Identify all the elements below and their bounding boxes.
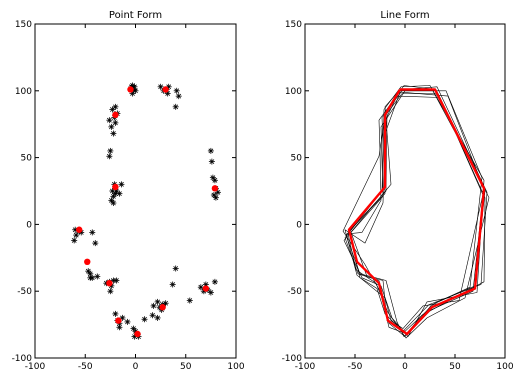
mean-point (127, 86, 134, 93)
y-tick-label: 50 (21, 154, 33, 164)
sample-point (197, 284, 204, 291)
x-tick-label: 50 (449, 362, 461, 372)
sample-point (71, 237, 78, 244)
sample-point (173, 87, 180, 94)
mean-point (162, 86, 169, 93)
chart-title: Point Form (109, 10, 162, 21)
sample-point (92, 240, 99, 247)
mean-point (159, 304, 166, 311)
line-form-panel: Line Form -100 -50 0 50 100 -100 -50 0 50 100 150 (282, 10, 514, 372)
sample-point (207, 147, 214, 154)
mean-shape-line (347, 88, 486, 336)
sample-point (172, 265, 179, 272)
x-tick-label: 0 (133, 362, 139, 372)
y-tick-label: 0 (296, 220, 302, 230)
sample-point (211, 177, 218, 184)
x-tick-label: -50 (78, 362, 93, 372)
mean-point (112, 111, 119, 119)
mean-point (76, 226, 83, 233)
y-tick-label: -100 (282, 354, 303, 364)
chart-title: Line Form (380, 10, 429, 21)
y-tick-label: 0 (26, 220, 32, 230)
x-tick-label: -100 (25, 362, 46, 372)
sample-point (112, 119, 119, 126)
mean-point (134, 330, 141, 338)
sample-point (108, 197, 115, 204)
y-tick-label: 50 (291, 154, 303, 164)
x-tick-label: 0 (402, 362, 408, 372)
sample-point (207, 289, 214, 296)
mean-point (211, 185, 219, 192)
sample-shape-line (345, 93, 486, 337)
mean-point (106, 279, 113, 287)
x-tick-label: 100 (227, 362, 244, 372)
sample-point (169, 281, 176, 288)
sample-point (150, 302, 157, 309)
plot-frame (304, 23, 506, 359)
sample-point (73, 232, 80, 239)
sample-point (110, 130, 117, 137)
sample-point (211, 278, 218, 285)
sample-point (116, 324, 123, 331)
sample-point (175, 93, 182, 100)
plot-frame (34, 23, 237, 359)
sample-point (108, 123, 115, 130)
sample-shape-line (348, 86, 488, 332)
sample-point (106, 153, 113, 160)
y-tick-label: -50 (17, 287, 32, 297)
y-tick-label: -50 (287, 287, 302, 297)
sample-point (106, 117, 113, 124)
sample-point (124, 318, 131, 325)
sample-point (118, 181, 125, 188)
y-tick-label: 150 (285, 20, 302, 30)
sample-point (154, 314, 161, 321)
sample-point (154, 298, 161, 305)
y-tick-label: 100 (285, 87, 302, 97)
sample-point (113, 277, 120, 284)
x-tick-label: 100 (496, 362, 513, 372)
y-tick-label: -100 (12, 354, 33, 364)
sample-point (149, 312, 156, 319)
sample-point (157, 83, 164, 90)
sample-point (208, 158, 215, 165)
x-tick-label: 50 (180, 362, 192, 372)
sample-point (110, 200, 117, 207)
sample-point (87, 274, 94, 281)
mean-point (112, 183, 119, 191)
sample-point (186, 297, 193, 304)
sample-point (116, 190, 123, 197)
sample-shape-line (344, 91, 485, 329)
point-form-panel: Point Form -100 -50 0 50 100 -100 -50 0 50 100 150 (12, 10, 245, 372)
sample-point (112, 310, 119, 317)
x-tick-label: -100 (295, 362, 316, 372)
mean-point (115, 317, 122, 324)
x-tick-label: -50 (348, 362, 363, 372)
sample-point (172, 103, 179, 110)
mean-point (84, 258, 91, 266)
y-tick-label: 150 (15, 20, 32, 30)
sample-point (107, 288, 114, 295)
sample-point (89, 229, 96, 236)
sample-point (212, 194, 219, 201)
sample-point (107, 147, 114, 154)
sample-point (94, 273, 101, 280)
mean-point (202, 285, 210, 292)
sample-point (141, 316, 148, 323)
y-tick-label: 100 (15, 87, 32, 97)
sample-point (109, 106, 116, 113)
